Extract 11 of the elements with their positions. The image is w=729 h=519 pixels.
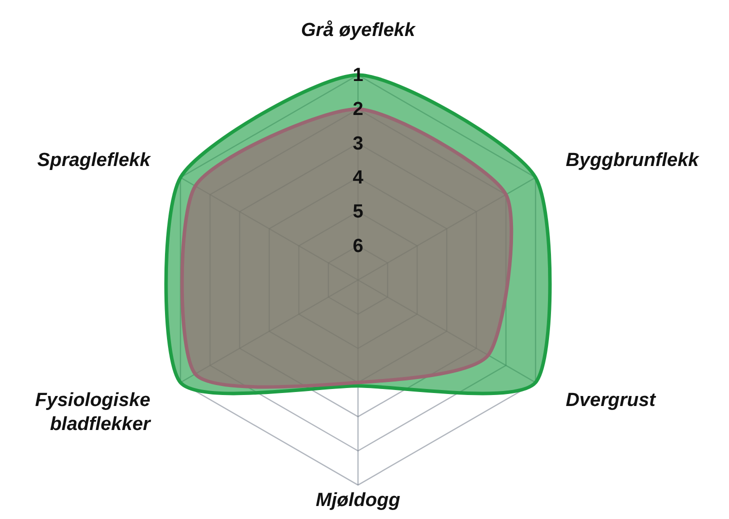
spoke-label: Grå øyeflekk [300,20,416,42]
y-tick-label: 5 [352,202,364,223]
spoke-label: Mjøldogg [316,490,401,512]
spoke-label: Spragleflekk [37,150,152,172]
y-tick-label: 3 [352,133,364,154]
spoke-label: Byggbrunflekk [566,150,700,172]
spoke-label: Dvergrust [566,390,656,411]
y-tick-label: 2 [352,99,364,120]
y-tick-label: 6 [352,236,364,257]
spoke-label: Fysiologiske bladflekker [35,390,152,435]
y-tick-label: 4 [352,168,364,188]
